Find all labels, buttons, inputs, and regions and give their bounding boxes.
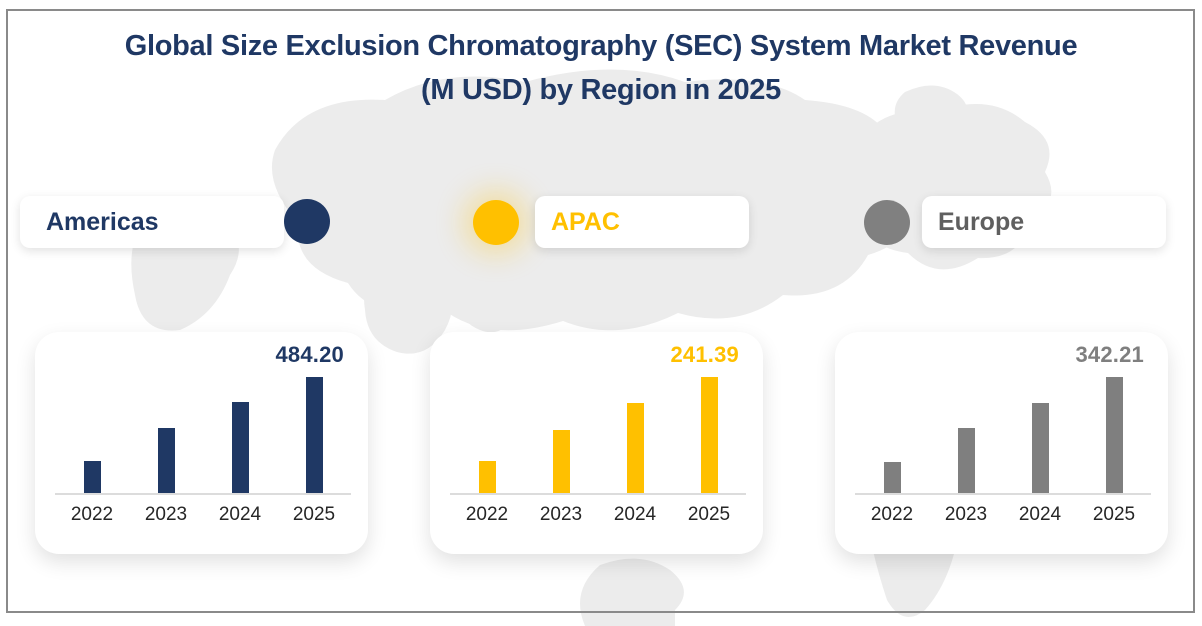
year-label: 2023 xyxy=(944,504,988,525)
legend-label-americas: Americas xyxy=(46,207,159,236)
year-label: 2025 xyxy=(1092,504,1136,525)
year-label: 2023 xyxy=(539,504,583,525)
year-axis-europe: 2022 2023 2024 2025 xyxy=(835,504,1168,530)
bar-2024 xyxy=(231,402,249,494)
year-axis-apac: 2022 2023 2024 2025 xyxy=(430,504,763,530)
bar-2023 xyxy=(157,428,175,494)
legend-item-americas: Americas xyxy=(20,196,284,248)
legend-label-apac: APAC xyxy=(551,207,620,236)
value-label-apac: 241.39 xyxy=(670,342,739,367)
value-label-europe: 342.21 xyxy=(1075,342,1144,367)
year-label: 2025 xyxy=(687,504,731,525)
bar-2024 xyxy=(626,403,644,494)
chart-card-europe: 342.21 2022 2023 2024 2025 xyxy=(835,332,1168,554)
europe-circle-icon xyxy=(864,200,910,245)
bar-2024 xyxy=(1031,403,1049,494)
page-title-line2: (M USD) by Region in 2025 xyxy=(421,74,781,106)
year-axis-americas: 2022 2023 2024 2025 xyxy=(35,504,368,530)
bar-2022 xyxy=(83,461,101,494)
year-label: 2022 xyxy=(70,504,114,525)
chart-card-americas: 484.20 2022 2023 2024 2025 xyxy=(35,332,368,554)
bar-2023 xyxy=(552,430,570,494)
axis-baseline xyxy=(855,493,1151,495)
bar-2025 xyxy=(700,377,718,494)
year-label: 2022 xyxy=(870,504,914,525)
legend-item-europe: Europe xyxy=(922,196,1166,248)
value-label-americas: 484.20 xyxy=(275,342,344,367)
bar-2025 xyxy=(1105,377,1123,494)
axis-baseline xyxy=(450,493,746,495)
americas-circle-icon xyxy=(284,199,330,244)
year-label: 2023 xyxy=(144,504,188,525)
bar-plot-europe xyxy=(835,377,1168,494)
page-title: Global Size Exclusion Chromatography (SE… xyxy=(0,24,1202,112)
bar-2022 xyxy=(478,461,496,494)
apac-circle-icon xyxy=(473,200,519,245)
legend-item-apac: APAC xyxy=(535,196,749,248)
bar-plot-apac xyxy=(430,377,763,494)
year-label: 2025 xyxy=(292,504,336,525)
bar-2022 xyxy=(883,462,901,494)
year-label: 2022 xyxy=(465,504,509,525)
legend-label-europe: Europe xyxy=(938,207,1025,236)
bar-2025 xyxy=(305,377,323,494)
page-title-line1: Global Size Exclusion Chromatography (SE… xyxy=(124,30,1078,62)
year-label: 2024 xyxy=(1018,504,1062,525)
bar-2023 xyxy=(957,428,975,494)
year-label: 2024 xyxy=(218,504,262,525)
axis-baseline xyxy=(55,493,351,495)
bar-plot-americas xyxy=(35,377,368,494)
year-label: 2024 xyxy=(613,504,657,525)
chart-card-apac: 241.39 2022 2023 2024 2025 xyxy=(430,332,763,554)
